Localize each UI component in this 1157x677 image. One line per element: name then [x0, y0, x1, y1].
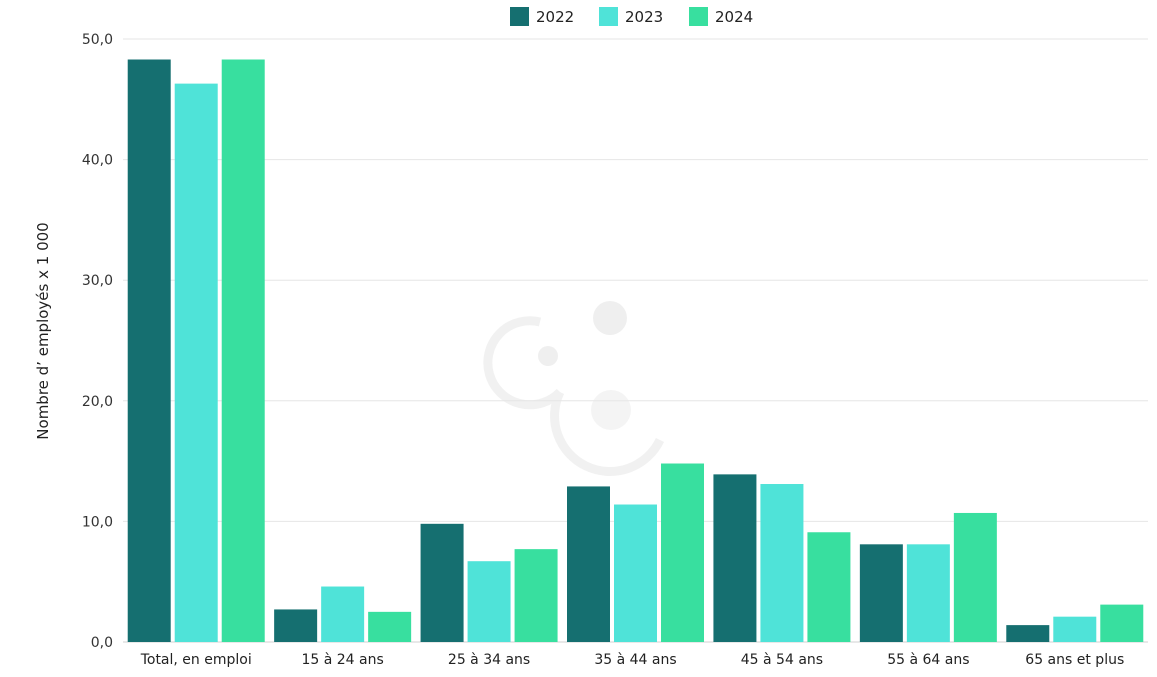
bar-2022 [127, 59, 171, 642]
bar-2024 [221, 59, 265, 642]
y-tick-label: 0,0 [91, 635, 113, 651]
bar-2023 [906, 544, 950, 642]
bar-2022 [420, 523, 464, 642]
bar-2023 [321, 586, 365, 642]
y-tick-label: 20,0 [82, 394, 113, 410]
bar-2023 [760, 484, 804, 642]
x-category-label: 65 ans et plus [1025, 652, 1124, 668]
y-tick-label: 30,0 [82, 273, 113, 289]
bar-2022 [1006, 625, 1050, 642]
x-category-label: 35 à 44 ans [594, 652, 676, 668]
bar-2024 [661, 463, 704, 642]
bar-2022 [859, 544, 903, 642]
bar-2024 [1100, 604, 1144, 642]
y-tick-label: 10,0 [82, 514, 113, 530]
legend-label: 2024 [715, 8, 753, 26]
bar-2024 [514, 549, 558, 642]
y-axis-title: Nombre d’ employés x 1 000 [34, 222, 52, 439]
bar-2024 [807, 532, 851, 642]
bar-2023 [174, 83, 218, 642]
bar-2023 [1053, 616, 1097, 642]
x-category-label: 25 à 34 ans [448, 652, 530, 668]
y-tick-label: 40,0 [82, 153, 113, 169]
x-category-label: 15 à 24 ans [301, 652, 383, 668]
legend-swatch [510, 7, 529, 26]
x-category-label: Total, en emploi [140, 652, 252, 668]
legend-label: 2023 [625, 8, 663, 26]
bar-2022 [567, 486, 610, 642]
logo-watermark-icon [483, 301, 665, 476]
legend-swatch [599, 7, 618, 26]
bar-2023 [467, 561, 511, 642]
x-category-label: 55 à 64 ans [887, 652, 969, 668]
bar-2024 [368, 611, 412, 642]
legend-swatch [689, 7, 708, 26]
x-category-label: 45 à 54 ans [741, 652, 823, 668]
bar-2024 [953, 512, 997, 642]
y-tick-label: 50,0 [82, 32, 113, 48]
legend-label: 2022 [536, 8, 574, 26]
bar-2022 [274, 609, 318, 642]
bar-2022 [713, 474, 757, 642]
bar-2023 [614, 504, 657, 642]
